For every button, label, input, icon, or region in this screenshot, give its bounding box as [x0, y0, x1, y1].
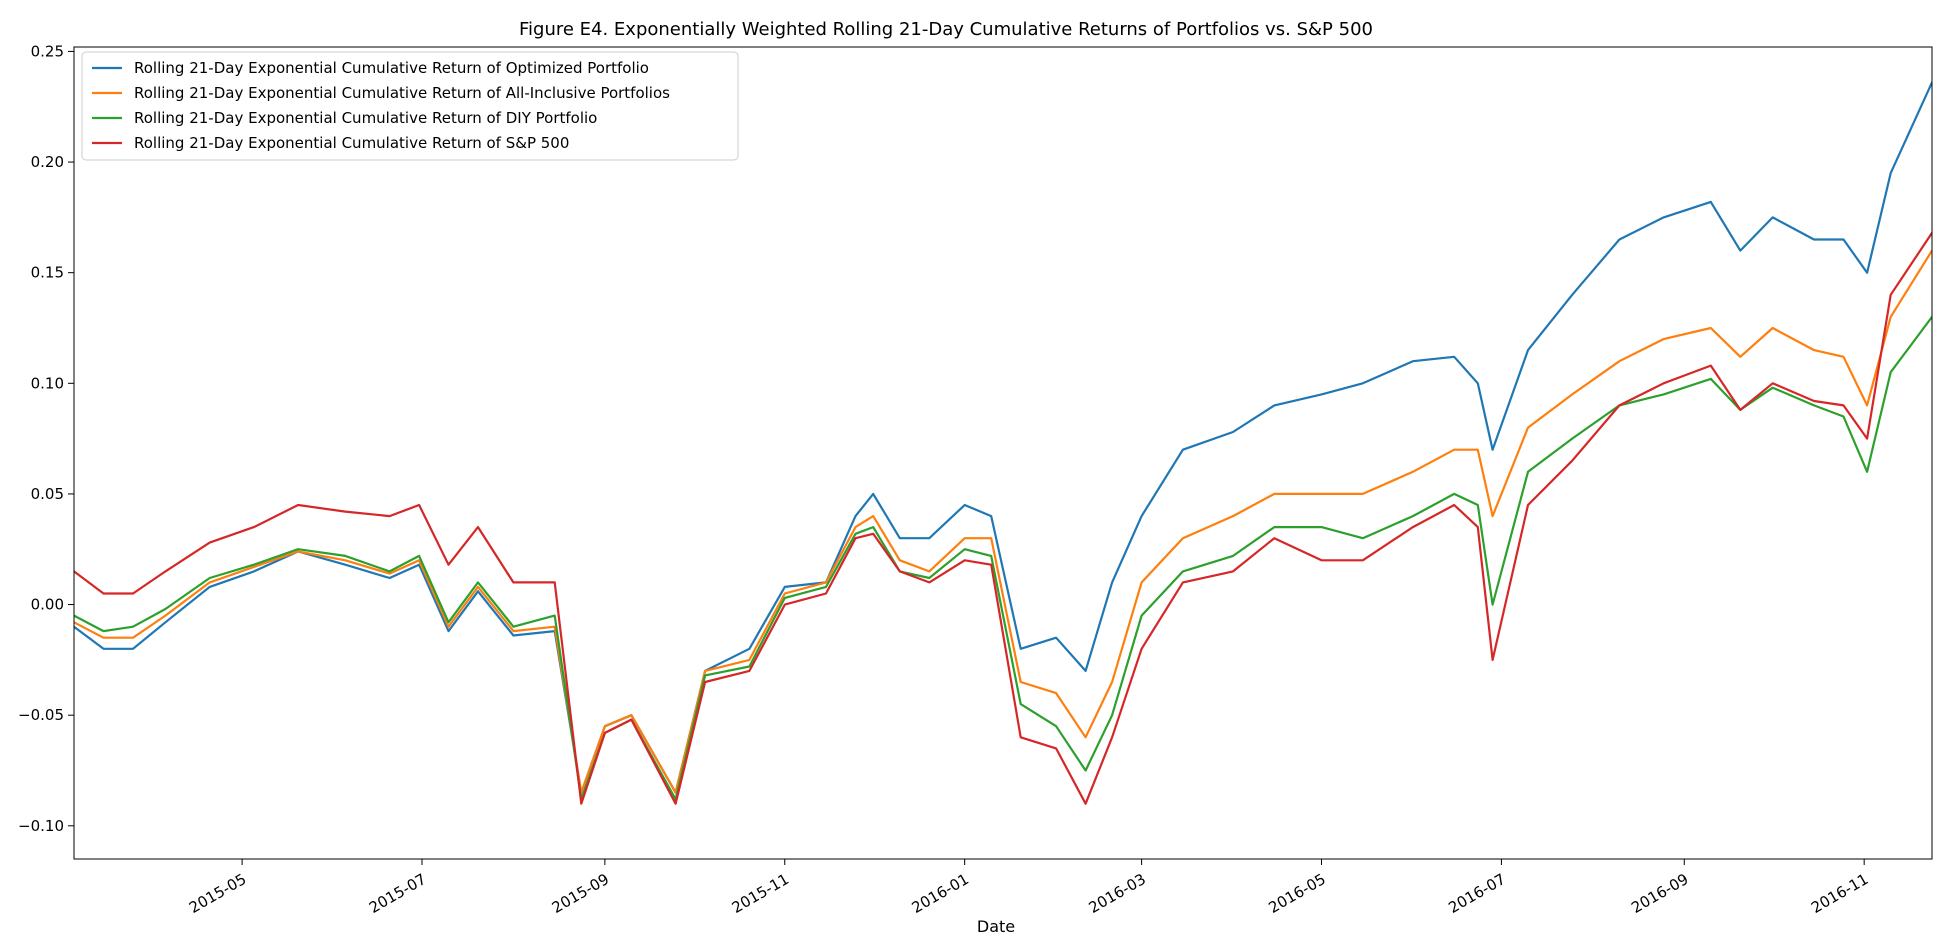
y-tick-label: −0.10: [18, 817, 64, 835]
series-line-2: [74, 315, 1932, 801]
y-tick-label: 0.00: [31, 596, 64, 614]
legend: Rolling 21-Day Exponential Cumulative Re…: [81, 51, 739, 161]
legend-box: [81, 51, 739, 161]
y-tick-label: 0.05: [31, 485, 64, 503]
series-line-3: [74, 231, 1932, 805]
y-tick-label: 0.20: [31, 153, 64, 171]
legend-entry: Rolling 21-Day Exponential Cumulative Re…: [134, 134, 569, 152]
series-line-1: [74, 249, 1932, 794]
y-tick-label: −0.05: [18, 706, 64, 724]
series-line-0: [74, 81, 1932, 794]
x-axis-label: Date: [977, 917, 1015, 936]
y-tick-label: 0.25: [31, 42, 64, 60]
chart-title: Figure E4. Exponentially Weighted Rollin…: [519, 19, 1373, 40]
legend-entry: Rolling 21-Day Exponential Cumulative Re…: [134, 59, 649, 77]
legend-entry: Rolling 21-Day Exponential Cumulative Re…: [134, 109, 597, 127]
legend-entry: Rolling 21-Day Exponential Cumulative Re…: [134, 84, 670, 102]
plot-frame: [73, 46, 1933, 860]
y-axis: −0.10 −0.05 0.00 0.05 0.10 0.15 0.20 0.25: [18, 42, 74, 835]
series-layer: [74, 81, 1932, 805]
y-tick-label: 0.15: [31, 264, 64, 282]
y-tick-label: 0.10: [31, 374, 64, 392]
